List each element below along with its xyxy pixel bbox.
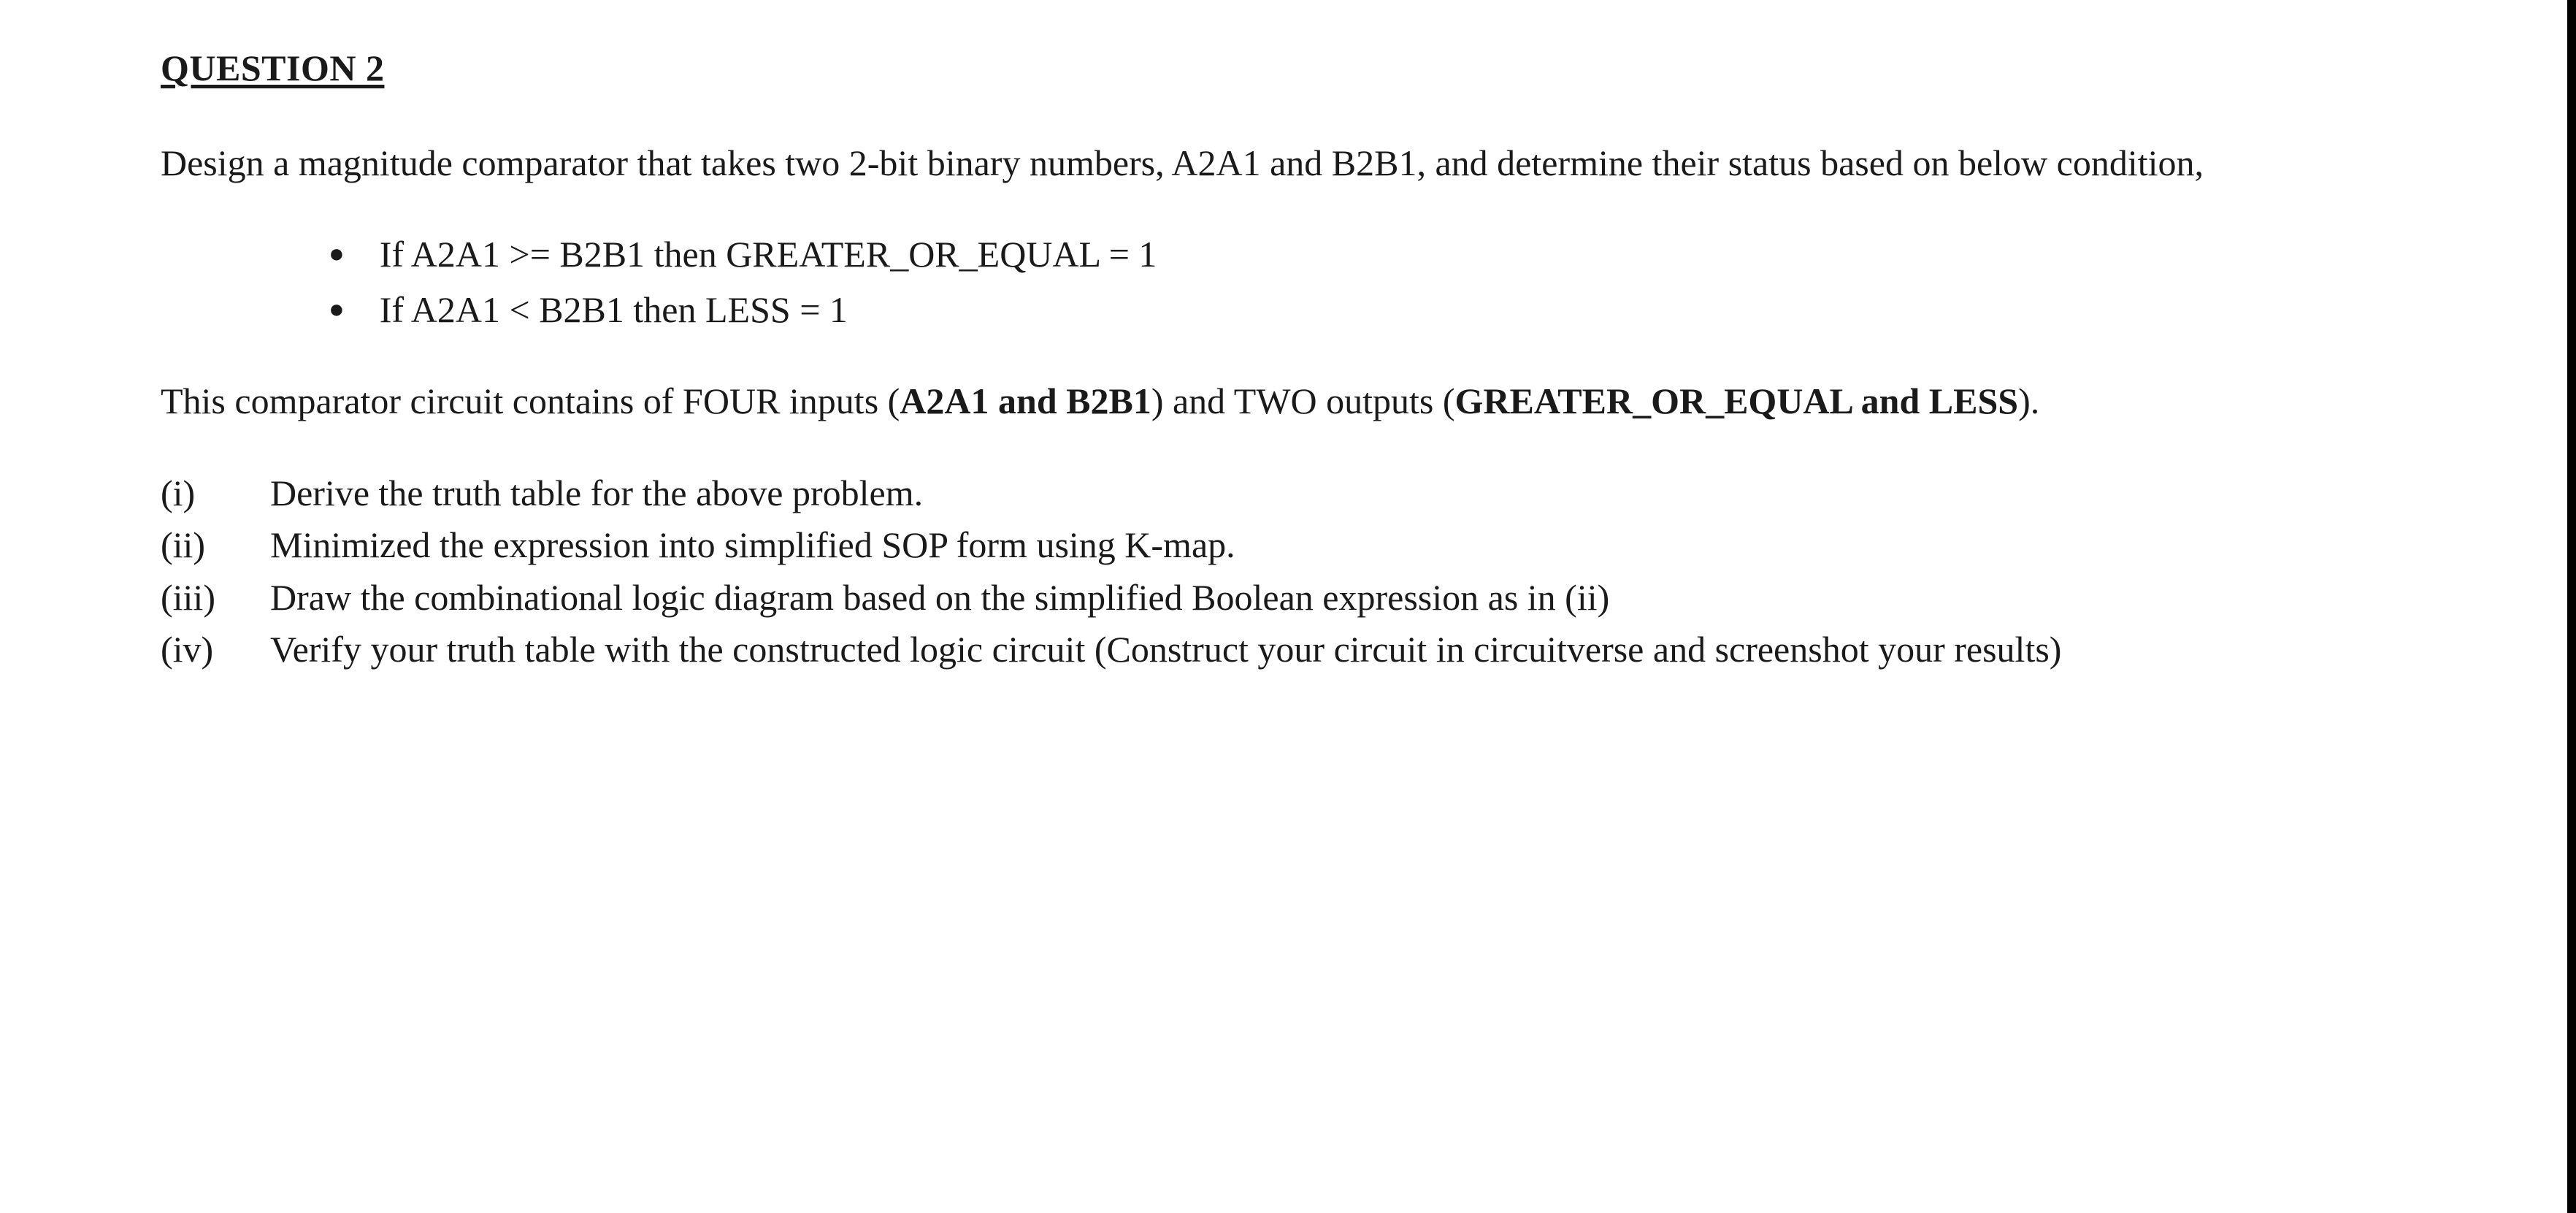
list-item: ● If A2A1 >= B2B1 then GREATER_OR_EQUAL … [329,230,2421,280]
task-text: Draw the combinational logic diagram bas… [270,573,2421,623]
list-item: (ii) Minimized the expression into simpl… [161,521,2421,570]
task-text: Verify your truth table with the constru… [270,625,2421,675]
bullet-text: If A2A1 >= B2B1 then GREATER_OR_EQUAL = … [380,230,1157,280]
bullet-icon: ● [329,240,345,267]
bullet-icon: ● [329,296,345,322]
roman-numeral-label: (iii) [161,573,270,623]
task-text: Derive the truth table for the above pro… [270,469,2421,519]
task-text: Minimized the expression into simplified… [270,521,2421,570]
condition-bullet-list: ● If A2A1 >= B2B1 then GREATER_OR_EQUAL … [329,230,2421,334]
io-description-paragraph: This comparator circuit contains of FOUR… [161,377,2421,426]
bullet-text: If A2A1 < B2B1 then LESS = 1 [380,286,848,335]
roman-numeral-label: (i) [161,469,270,519]
question-heading: QUESTION 2 [161,44,2421,93]
task-list: (i) Derive the truth table for the above… [161,469,2421,675]
inputs-label: A2A1 and B2B1 [900,380,1151,421]
text-fragment: ). [2018,380,2039,421]
roman-numeral-label: (iv) [161,625,270,675]
text-fragment: This comparator circuit contains of FOUR… [161,380,900,421]
document-page: QUESTION 2 Design a magnitude comparator… [0,0,2576,1213]
list-item: (iii) Draw the combinational logic diagr… [161,573,2421,623]
list-item: (iv) Verify your truth table with the co… [161,625,2421,675]
list-item: (i) Derive the truth table for the above… [161,469,2421,519]
outputs-label: GREATER_OR_EQUAL and LESS [1455,380,2019,421]
list-item: ● If A2A1 < B2B1 then LESS = 1 [329,286,2421,335]
text-fragment: ) and TWO outputs ( [1151,380,1455,421]
intro-paragraph: Design a magnitude comparator that takes… [161,139,2421,188]
roman-numeral-label: (ii) [161,521,270,570]
